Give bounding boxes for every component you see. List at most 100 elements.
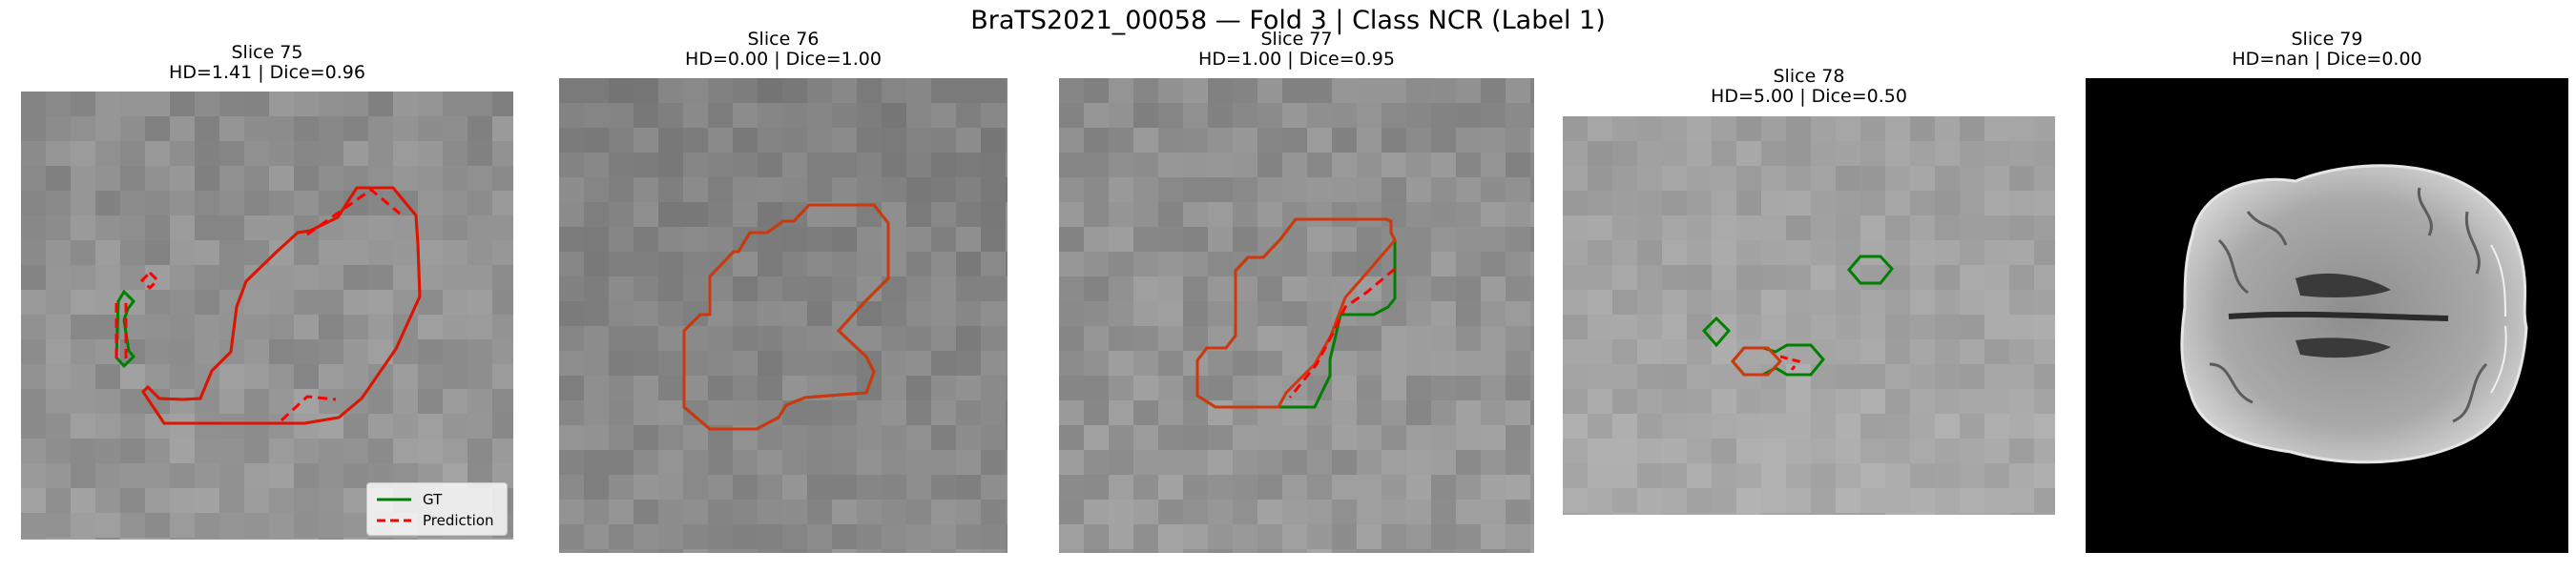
image-pixel <box>1381 524 1406 549</box>
image-pixel <box>1960 290 1984 315</box>
image-pixel <box>1761 439 1786 463</box>
image-pixel <box>782 202 807 227</box>
image-pixel <box>1563 339 1588 364</box>
image-pixel <box>1910 265 1935 290</box>
image-pixel <box>46 414 71 439</box>
image-pixel <box>634 153 658 177</box>
image-pixel <box>906 475 931 500</box>
image-pixel <box>443 414 467 439</box>
image-pixel <box>584 128 609 153</box>
image-pixel <box>244 116 269 141</box>
image-pixel <box>1563 315 1588 339</box>
image-pixel <box>1984 488 2009 513</box>
slice-79-image <box>2086 78 2568 553</box>
image-pixel <box>1761 116 1786 141</box>
gt-line-swatch <box>377 498 411 501</box>
image-pixel <box>733 252 758 276</box>
image-pixel <box>584 450 609 475</box>
image-pixel <box>1786 141 1811 166</box>
image-pixel <box>195 513 219 538</box>
image-pixel <box>443 166 467 191</box>
image-pixel <box>708 400 733 425</box>
image-pixel <box>71 488 95 513</box>
image-pixel <box>1481 549 1506 553</box>
image-pixel <box>368 290 393 315</box>
prediction-dashed-segment <box>1779 355 1801 371</box>
image-pixel <box>1860 364 1885 389</box>
image-pixel <box>807 177 832 202</box>
image-pixel <box>683 500 708 524</box>
prediction-contour <box>1195 217 1397 409</box>
image-pixel <box>1282 128 1307 153</box>
image-pixel <box>1233 549 1257 553</box>
image-pixel <box>443 439 467 463</box>
image-pixel <box>1006 276 1008 301</box>
image-pixel <box>95 215 120 240</box>
image-pixel <box>1257 153 1282 177</box>
image-pixel <box>46 116 71 141</box>
image-pixel <box>120 240 145 265</box>
image-pixel <box>1761 290 1786 315</box>
slice-75-image: GT Prediction <box>21 92 513 540</box>
image-pixel <box>634 475 658 500</box>
image-pixel <box>1133 450 1158 475</box>
image-pixel <box>758 78 782 103</box>
image-pixel <box>1208 276 1233 301</box>
image-pixel <box>683 227 708 252</box>
image-pixel <box>1233 425 1257 450</box>
image-pixel <box>559 376 584 400</box>
image-pixel <box>1687 488 1712 513</box>
image-pixel <box>418 538 443 540</box>
image-pixel <box>319 339 343 364</box>
image-pixel <box>1761 191 1786 215</box>
image-pixel <box>832 252 857 276</box>
image-pixel <box>634 326 658 351</box>
image-pixel <box>1257 549 1282 553</box>
image-pixel <box>170 364 195 389</box>
image-pixel <box>467 538 492 540</box>
image-pixel <box>1158 351 1183 376</box>
image-pixel <box>1282 326 1307 351</box>
image-pixel <box>906 227 931 252</box>
image-pixel <box>1208 177 1233 202</box>
image-pixel <box>368 265 393 290</box>
image-pixel <box>1456 425 1481 450</box>
image-pixel <box>2009 364 2034 389</box>
image-pixel <box>1506 326 1530 351</box>
image-pixel <box>368 116 393 141</box>
image-pixel <box>1208 153 1233 177</box>
image-pixel <box>2009 488 2034 513</box>
image-pixel <box>1506 425 1530 450</box>
image-pixel <box>981 227 1006 252</box>
image-pixel <box>219 240 244 265</box>
image-pixel <box>170 439 195 463</box>
image-pixel <box>393 240 418 265</box>
image-pixel <box>1006 301 1008 326</box>
image-pixel <box>1307 450 1332 475</box>
image-pixel <box>1456 128 1481 153</box>
image-pixel <box>1183 400 1208 425</box>
image-pixel <box>1059 177 1084 202</box>
image-pixel <box>981 475 1006 500</box>
mri-background <box>21 92 513 540</box>
image-pixel <box>393 215 418 240</box>
image-pixel <box>683 276 708 301</box>
image-pixel <box>2034 315 2055 339</box>
image-pixel <box>467 339 492 364</box>
image-pixel <box>1006 103 1008 128</box>
image-pixel <box>393 141 418 166</box>
image-pixel <box>1233 103 1257 128</box>
image-pixel <box>782 425 807 450</box>
image-pixel <box>931 475 956 500</box>
image-pixel <box>584 500 609 524</box>
image-pixel <box>1811 240 1836 265</box>
image-pixel <box>1506 153 1530 177</box>
image-pixel <box>1687 215 1712 240</box>
image-pixel <box>906 103 931 128</box>
image-pixel <box>1530 500 1534 524</box>
image-pixel <box>882 400 906 425</box>
image-pixel <box>559 252 584 276</box>
image-pixel <box>95 463 120 488</box>
image-pixel <box>1431 326 1456 351</box>
image-pixel <box>584 78 609 103</box>
